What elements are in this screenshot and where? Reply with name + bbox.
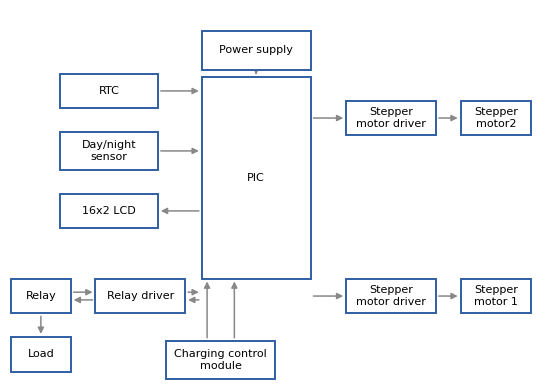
FancyBboxPatch shape [11,279,71,313]
FancyBboxPatch shape [202,77,311,279]
Text: 16x2 LCD: 16x2 LCD [82,206,136,216]
FancyBboxPatch shape [60,74,158,108]
Text: Load: Load [27,349,54,359]
Text: Stepper
motor driver: Stepper motor driver [356,285,426,307]
Text: Relay: Relay [26,291,56,301]
Text: Power supply: Power supply [219,45,293,55]
Text: RTC: RTC [99,86,119,96]
Text: Relay driver: Relay driver [107,291,174,301]
FancyBboxPatch shape [95,279,185,313]
Text: Charging control
module: Charging control module [174,349,267,371]
FancyBboxPatch shape [346,101,436,135]
Text: Stepper
motor 1: Stepper motor 1 [474,285,518,307]
Text: Stepper
motor driver: Stepper motor driver [356,107,426,129]
FancyBboxPatch shape [166,341,275,379]
FancyBboxPatch shape [346,279,436,313]
FancyBboxPatch shape [60,132,158,170]
Text: PIC: PIC [247,173,265,183]
FancyBboxPatch shape [461,101,531,135]
Text: Day/night
sensor: Day/night sensor [82,140,136,162]
FancyBboxPatch shape [60,194,158,228]
Text: Stepper
motor2: Stepper motor2 [474,107,518,129]
FancyBboxPatch shape [11,337,71,372]
FancyBboxPatch shape [461,279,531,313]
FancyBboxPatch shape [202,31,311,70]
